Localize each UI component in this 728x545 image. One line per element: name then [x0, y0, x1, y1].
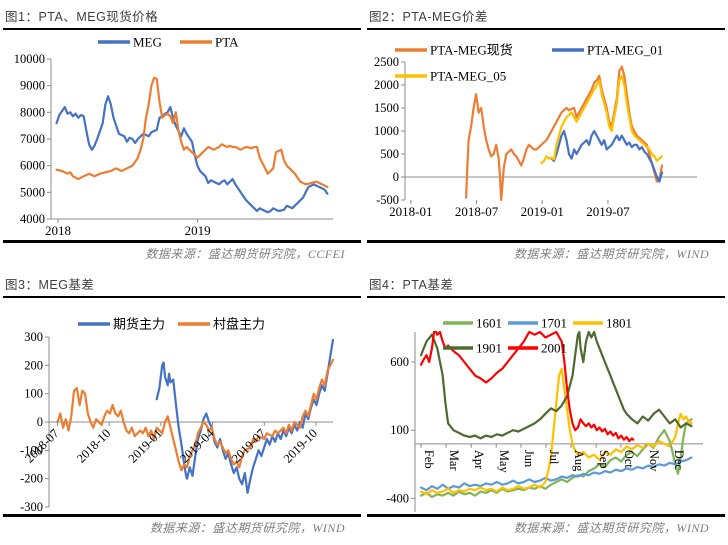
svg-text:2001: 2001 [541, 341, 567, 356]
svg-text:6000: 6000 [20, 159, 45, 173]
fig4-source-caption: 数据来源：盛达期货研究院，WIND [513, 521, 709, 535]
svg-text:1000: 1000 [374, 124, 399, 138]
svg-text:2500: 2500 [374, 55, 399, 69]
svg-text:村盘主力: 村盘主力 [213, 317, 265, 332]
svg-text:1901: 1901 [476, 341, 502, 356]
fig4-title: 图4：PTA基差 [367, 268, 725, 298]
fig1-divider [3, 240, 361, 243]
svg-text:May: May [497, 450, 511, 474]
svg-text:1500: 1500 [374, 101, 399, 115]
svg-text:-200: -200 [20, 472, 43, 486]
fig4-chart-canvas: -400 100 600 Feb Mar Apr May Jun Jul Aug Sep Oct Nov… [386, 316, 703, 512]
svg-text:MEG: MEG [133, 35, 162, 50]
svg-text:Sep: Sep [597, 450, 611, 469]
svg-text:PTA: PTA [215, 35, 239, 50]
fig2-divider [367, 240, 725, 243]
svg-text:2000: 2000 [374, 78, 399, 92]
fig1-chart-canvas: 4000 5000 6000 7000 8000 9000 10000 2018 2019 MEG… [14, 35, 333, 238]
svg-text:0: 0 [37, 415, 43, 429]
svg-text:PTA-MEG_01: PTA-MEG_01 [587, 43, 663, 58]
svg-text:Nov: Nov [647, 450, 661, 472]
svg-text:2019-07: 2019-07 [586, 204, 630, 219]
panel-fig2: 图2：PTA-MEG价差 -500 0 500 1000 1500 2000 2500 201… [364, 0, 728, 268]
svg-text:5000: 5000 [20, 185, 45, 199]
svg-text:2019-01: 2019-01 [126, 426, 165, 465]
panel-fig1: 图1：PTA、MEG现货价格 4000 5000 6000 7000 8000 9000 1… [0, 0, 364, 268]
fig2-title: 图2：PTA-MEG价差 [367, 0, 725, 30]
svg-text:期货主力: 期货主力 [113, 317, 165, 332]
fig2-source-caption: 数据来源：盛达期货研究院，WIND [513, 247, 709, 261]
fig1-title: 图1：PTA、MEG现货价格 [3, 0, 361, 30]
panel-fig4: 图4：PTA基差 -400 100 600 Feb Mar Apr May Jun Jul Aug… [364, 268, 728, 545]
svg-text:8000: 8000 [20, 105, 45, 119]
svg-text:-400: -400 [386, 491, 409, 505]
svg-text:Mar: Mar [447, 450, 461, 472]
svg-text:-500: -500 [376, 193, 399, 207]
svg-text:-100: -100 [20, 443, 43, 457]
svg-text:PTA-MEG_05: PTA-MEG_05 [430, 69, 506, 84]
svg-text:2019-04: 2019-04 [177, 426, 217, 466]
svg-text:2018: 2018 [45, 223, 71, 238]
fig2-chart-canvas: -500 0 500 1000 1500 2000 2500 2018-01 2018-07 20… [374, 43, 697, 219]
fig3-source-caption: 数据来源：盛达期货研究院，WIND [149, 521, 345, 535]
svg-text:1801: 1801 [606, 316, 632, 331]
svg-text:2018-10: 2018-10 [74, 426, 113, 465]
svg-text:-300: -300 [20, 500, 43, 514]
svg-text:100: 100 [390, 423, 409, 437]
panel-fig3: 图3：MEG基差 -300 -200 -100 0 100 200 300 2018-07 20… [0, 268, 364, 545]
svg-text:1701: 1701 [541, 316, 567, 331]
svg-text:Feb: Feb [422, 450, 436, 469]
svg-text:500: 500 [380, 147, 399, 161]
svg-text:2019: 2019 [185, 223, 211, 238]
svg-text:PTA-MEG现货: PTA-MEG现货 [430, 43, 513, 58]
svg-text:10000: 10000 [14, 52, 45, 66]
fig3-title: 图3：MEG基差 [3, 268, 361, 298]
svg-text:4000: 4000 [20, 212, 45, 226]
svg-text:Aug: Aug [572, 450, 586, 472]
svg-text:7000: 7000 [20, 132, 45, 146]
svg-text:9000: 9000 [20, 79, 45, 93]
fig4-divider [367, 514, 725, 517]
svg-text:200: 200 [24, 358, 43, 372]
svg-text:2019-07: 2019-07 [229, 426, 268, 465]
svg-text:2019-01: 2019-01 [521, 204, 564, 219]
svg-text:2018-07: 2018-07 [455, 204, 499, 219]
svg-text:Oct: Oct [622, 450, 636, 469]
svg-text:100: 100 [24, 387, 43, 401]
svg-text:Apr: Apr [472, 450, 486, 470]
fig1-source-caption: 数据来源：盛达期货研究院，CCFEI [145, 247, 345, 261]
svg-text:1601: 1601 [476, 316, 502, 331]
fig3-divider [3, 514, 361, 517]
svg-text:600: 600 [390, 355, 409, 369]
svg-text:Dec: Dec [672, 450, 686, 471]
svg-text:300: 300 [24, 330, 43, 344]
svg-text:Jun: Jun [522, 450, 536, 468]
svg-text:0: 0 [393, 170, 399, 184]
svg-text:Jul: Jul [547, 450, 561, 465]
svg-text:2018-01: 2018-01 [389, 204, 432, 219]
